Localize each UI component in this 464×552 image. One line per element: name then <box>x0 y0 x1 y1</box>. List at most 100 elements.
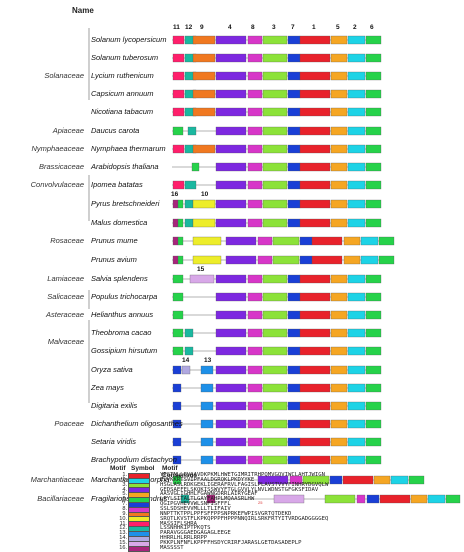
legend-consensus-header: Motif Consensus <box>162 465 198 479</box>
motif-column-number: 7 <box>291 24 295 31</box>
legend-motif-number: 6. <box>122 496 127 503</box>
motif-7-box <box>329 475 343 485</box>
motif-6-box <box>365 419 382 429</box>
motif-10-box <box>192 236 222 246</box>
motif-4-box <box>215 218 247 228</box>
motif-1-box <box>299 218 331 228</box>
motif-5-box <box>330 437 348 447</box>
motif-6-box <box>365 144 382 154</box>
motif-7-box <box>299 255 313 265</box>
motif-7-box <box>287 71 301 81</box>
motif-9-box <box>192 71 216 81</box>
motif-6-box <box>365 292 382 302</box>
motif-8-box <box>247 328 263 338</box>
motif-16-box <box>172 218 179 228</box>
motif-9-box <box>192 144 216 154</box>
motif-12-box <box>187 126 197 136</box>
motif-6-box <box>177 199 184 209</box>
motif-2-box <box>347 162 366 172</box>
motif-1-box <box>299 107 331 117</box>
legend-symbol-header: Symbol <box>131 465 155 472</box>
motif-6-box <box>365 35 382 45</box>
legend-motif-number: 2. <box>122 476 127 483</box>
motif-7-box <box>172 437 182 447</box>
motif-3-box <box>262 292 288 302</box>
motif-13-box <box>200 401 214 411</box>
motif-6-box <box>172 126 184 136</box>
motif-3-box <box>262 328 288 338</box>
motif-5-box <box>330 401 348 411</box>
motif-2-box <box>347 107 366 117</box>
motif-10-box <box>192 218 216 228</box>
motif-16-box <box>206 494 216 504</box>
motif-1-box <box>299 71 331 81</box>
motif-2-box <box>347 35 366 45</box>
motif-7-box <box>287 180 301 190</box>
motif-2-box <box>347 126 366 136</box>
motif-7-box <box>287 35 301 45</box>
legend-motif-consensus: SSLSDSHEVVMLLLTLIFAIV <box>160 505 231 512</box>
motif-column-number: 11 <box>173 24 180 31</box>
motif-4-box <box>215 292 247 302</box>
motif-3-box <box>262 199 288 209</box>
motif-1-box <box>299 126 331 136</box>
motif-9-box <box>192 35 216 45</box>
motif-6-box <box>365 437 382 447</box>
family-label: Solanaceae <box>44 71 84 80</box>
motif-3-box <box>262 274 288 284</box>
motif-4-box <box>215 71 247 81</box>
motif-8-box <box>247 199 263 209</box>
motif-13-box <box>200 455 214 465</box>
motif-3-box <box>262 71 288 81</box>
motif-12-box <box>184 180 197 190</box>
motif-4-box <box>215 437 247 447</box>
motif-8-box <box>247 144 263 154</box>
motif-1-box <box>299 144 331 154</box>
motif-2-box <box>347 274 366 284</box>
motif-5-box <box>410 494 428 504</box>
motif-6-box <box>365 346 382 356</box>
legend-motif-number: 4. <box>122 486 127 493</box>
motif-6-box <box>365 328 382 338</box>
legend-motif-consensus: HHRRLHLRRLRRPP <box>160 535 208 542</box>
species-label: Solanum lycopersicum <box>91 35 167 44</box>
motif-11-box <box>172 71 185 81</box>
motif-2-box <box>347 455 366 465</box>
motif-2-box <box>347 419 366 429</box>
legend-motif-consensus: MASSIFLSHRA <box>160 520 198 527</box>
motif-6-box <box>177 255 184 265</box>
motif-6-box <box>445 494 461 504</box>
motif-column-number: 12 <box>185 24 193 31</box>
motif-column-number: 5 <box>336 24 340 31</box>
motif-11-box <box>172 107 185 117</box>
motif-1-box <box>299 328 331 338</box>
motif-5-box <box>330 328 348 338</box>
motif-12-box <box>180 494 190 504</box>
motif-1-box <box>311 236 343 246</box>
motif-6-box <box>365 53 382 63</box>
motif-4-box <box>257 475 289 485</box>
motif-11-box <box>172 53 185 63</box>
motif-1-box <box>299 274 331 284</box>
name-header: Name <box>72 6 94 15</box>
species-label: Nicotiana tabacum <box>91 107 154 116</box>
species-label: Nymphaea thermarum <box>91 144 166 153</box>
motif-16-box <box>172 199 179 209</box>
legend-motif-consensus: PARAVGGGAEDGAGAGLEEGE <box>160 530 231 537</box>
motif-5-box <box>343 255 361 265</box>
motif-7-box <box>287 365 301 375</box>
motif-6-box <box>172 274 184 284</box>
motif-5-box <box>330 162 348 172</box>
legend-motif-consensus: HSGLASLRDKGEKLIGERAFRVLFAGISLPLAVSTVVYFI… <box>160 481 329 488</box>
motif-2-box <box>347 144 366 154</box>
motif-2-box <box>347 437 366 447</box>
motif-6-box <box>365 89 382 99</box>
legend-motif-consensus: PKKPLNFNFLKPPFFHSDYCRIRFJARASLGETDASADEP… <box>160 539 302 546</box>
motif-7-box <box>172 419 182 429</box>
motif-7-box <box>287 53 301 63</box>
motif-number-label: 16 <box>171 191 179 198</box>
motif-4-box <box>215 401 247 411</box>
motif-column-number: 9 <box>200 24 204 31</box>
